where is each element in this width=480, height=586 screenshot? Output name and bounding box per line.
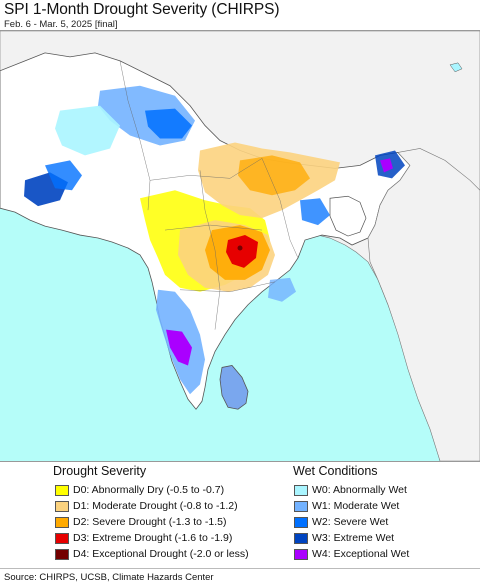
wet-w2-north <box>145 108 192 139</box>
legend-label-d3: D3: Extreme Drought (-1.6 to -1.9) <box>73 532 233 544</box>
legend-label-d1: D1: Moderate Drought (-0.8 to -1.2) <box>73 500 238 512</box>
legend-item-w4: W4: Exceptional Wet <box>294 547 409 561</box>
legend-item-d0: D0: Abnormally Dry (-0.5 to -0.7) <box>55 483 224 497</box>
legend-item-w3: W3: Extreme Wet <box>294 531 394 545</box>
legend-swatch-w0 <box>294 484 308 496</box>
drought-map <box>0 30 480 462</box>
wet-w2-east <box>300 198 330 226</box>
legend-swatch-d0 <box>55 484 69 496</box>
legend-swatch-w1 <box>294 500 308 512</box>
legend-label-d0: D0: Abnormally Dry (-0.5 to -0.7) <box>73 484 225 496</box>
legend-item-w2: W2: Severe Wet <box>294 515 388 529</box>
legend-label-w2: W2: Severe Wet <box>312 516 389 528</box>
drought-d2-north <box>238 155 310 196</box>
map-subtitle: Feb. 6 - Mar. 5, 2025 [final] <box>4 19 118 30</box>
wet-w0-northwest <box>55 105 120 156</box>
legend-swatch-d1 <box>55 500 69 512</box>
legend-label-w1: W1: Moderate Wet <box>312 500 400 512</box>
legend-label-d4: D4: Exceptional Drought (-2.0 or less) <box>73 548 249 560</box>
drought-d3-area <box>226 235 258 268</box>
wet-w4-southwest <box>166 329 192 366</box>
legend-swatch-d2 <box>55 516 69 528</box>
legend-item-d3: D3: Extreme Drought (-1.6 to -1.9) <box>55 531 232 545</box>
borders <box>119 60 299 330</box>
legend-item-d4: D4: Exceptional Drought (-2.0 or less) <box>55 547 249 561</box>
map-title: SPI 1-Month Drought Severity (CHIRPS) <box>4 1 280 18</box>
legend-label-w3: W3: Extreme Wet <box>312 532 395 544</box>
wet-w4-northeast <box>380 158 393 173</box>
legend-swatch-w3 <box>294 532 308 544</box>
drought-d4-area <box>237 245 243 251</box>
footer-divider <box>0 568 480 569</box>
legend-label-w4: W4: Exceptional Wet <box>312 548 410 560</box>
bangladesh <box>329 195 367 237</box>
source-credit: Source: CHIRPS, UCSB, Climate Hazards Ce… <box>4 572 214 583</box>
legend-label-w0: W0: Abnormally Wet <box>312 484 407 496</box>
legend-item-w0: W0: Abnormally Wet <box>294 483 407 497</box>
wet-w1-east <box>268 277 296 302</box>
drought-legend-heading: Drought Severity <box>53 464 147 478</box>
legend-swatch-d4 <box>55 548 69 560</box>
island <box>449 62 463 73</box>
legend-item-d2: D2: Severe Drought (-1.3 to -1.5) <box>55 515 227 529</box>
legend-swatch-d3 <box>55 532 69 544</box>
wet-legend-heading: Wet Conditions <box>293 464 378 478</box>
legend-swatch-w4 <box>294 548 308 560</box>
legend-swatch-w2 <box>294 516 308 528</box>
legend-item-w1: W1: Moderate Wet <box>294 499 399 513</box>
legend-item-d1: D1: Moderate Drought (-0.8 to -1.2) <box>55 499 238 513</box>
legend-label-d2: D2: Severe Drought (-1.3 to -1.5) <box>73 516 227 528</box>
land-southeast <box>367 148 480 461</box>
sri-lanka <box>219 365 249 410</box>
wet-w2-west <box>45 160 82 191</box>
